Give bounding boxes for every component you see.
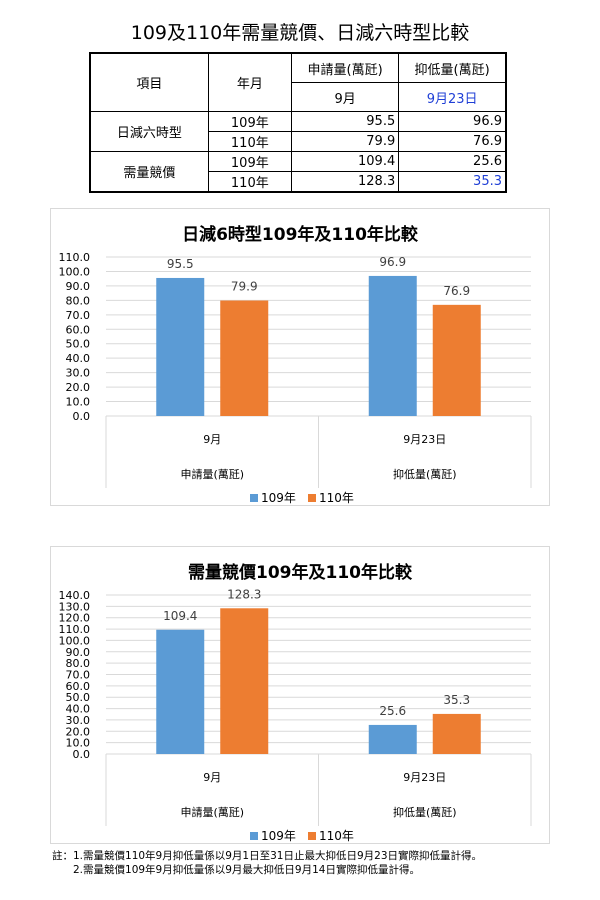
legend-swatch-109年 (250, 494, 258, 502)
chart-svg: 需量競價109年及110年比較 0.010.020.030.040.050.060… (59, 562, 532, 843)
row-suppress: 76.9 (398, 131, 507, 152)
data-label: 96.9 (379, 255, 406, 269)
y-tick-label: 10.0 (66, 737, 91, 750)
bar-109年-9月 (156, 629, 205, 754)
chart-title: 日減6時型109年及110年比較 (182, 224, 419, 245)
group-name: 需量競價 (89, 151, 209, 193)
y-tick-label: 110.0 (59, 623, 91, 636)
x-group-label: 申請量(萬瓩) (180, 805, 244, 819)
row-apply: 79.9 (290, 131, 400, 152)
x-category-label: 9月23日 (403, 433, 446, 446)
comparison-table: 項目 年月 申請量(萬瓩) 抑低量(萬瓩) 9月 9月23日 日減六時型 109… (89, 52, 507, 193)
chart-svg: 日減6時型109年及110年比較 0.010.0 20.030.0 40.050.0 6… (59, 224, 532, 505)
row-suppress: 25.6 (398, 151, 507, 172)
y-tick-label: 90.0 (66, 280, 91, 293)
bar-110年-9月23日 (432, 713, 481, 754)
footnote-line-2: 2.需量競價109年9月抑低量係以9月最大抑低日9月14日實際抑低量計得。 (52, 864, 420, 876)
x-category-label: 9月 (203, 433, 221, 446)
y-tick-label: 40.0 (66, 703, 91, 716)
data-label: 25.6 (379, 704, 406, 718)
table-row: 110年 128.3 35.3 (90, 171, 507, 193)
data-label: 76.9 (443, 284, 470, 298)
y-tick-label: 130.0 (59, 600, 91, 613)
y-tick-label: 140.0 (59, 589, 91, 602)
legend-label: 109年 (261, 829, 296, 843)
group-name: 日減六時型 (89, 111, 209, 152)
footnote: 註：1.需量競價110年9月抑低量係以9月1日至31日止最大抑低日9月23日實際… (52, 849, 482, 877)
data-label: 109.4 (163, 609, 197, 623)
footnote-line-1: 註：1.需量競價110年9月抑低量係以9月1日至31日止最大抑低日9月23日實際… (52, 850, 483, 862)
y-tick-label: 100.0 (59, 265, 91, 278)
row-year: 109年 (207, 111, 292, 132)
row-year: 110年 (207, 171, 292, 193)
y-tick-label: 50.0 (66, 338, 91, 351)
y-tick-label: 100.0 (59, 634, 91, 647)
y-tick-label: 30.0 (66, 714, 91, 727)
x-group-label: 申請量(萬瓩) (180, 467, 244, 481)
bar-110年-9月 (220, 608, 269, 754)
y-tick-label: 20.0 (66, 381, 91, 394)
y-tick-label: 80.0 (66, 657, 91, 670)
legend-swatch-110年 (308, 494, 316, 502)
x-category-label: 9月23日 (403, 771, 446, 784)
legend-swatch-110年 (308, 832, 316, 840)
bar-110年-9月23日 (432, 304, 481, 416)
chart-panel-daily-reduction: 日減6時型109年及110年比較 0.0 10.0 20.0 30.0 40.0 50.0 6… (50, 208, 550, 506)
data-label: 79.9 (231, 280, 258, 294)
y-tick-label: 90.0 (66, 646, 91, 659)
bar-109年-9月 (156, 277, 205, 416)
y-tick-label: 40.0 (66, 352, 91, 365)
y-tick-label: 20.0 (66, 725, 91, 738)
table-subheader-row: 9月 9月23日 (90, 82, 507, 112)
bar-110年-9月 (220, 300, 269, 416)
header-suppress-date: 9月23日 (398, 82, 507, 112)
y-tick-label: 70.0 (66, 669, 91, 682)
y-tick-label: 50.0 (66, 691, 91, 704)
header-apply-month: 9月 (290, 82, 400, 112)
x-category-label: 9月 (203, 771, 221, 784)
y-tick-label: 10.0 (66, 396, 91, 409)
x-group-label: 抑低量(萬瓩) (393, 467, 457, 481)
x-group-label: 抑低量(萬瓩) (393, 805, 457, 819)
header-suppress: 抑低量(萬瓩) (398, 52, 507, 83)
y-tick-label: 30.0 (66, 367, 91, 380)
data-label: 128.3 (227, 587, 261, 601)
data-label: 35.3 (443, 693, 470, 707)
y-tick-label: 0.0 (73, 748, 91, 761)
row-suppress: 35.3 (398, 171, 507, 193)
table-row: 日減六時型 109年 95.5 96.9 (89, 111, 507, 152)
y-tick-label: 80.0 (66, 294, 91, 307)
row-year: 110年 (207, 131, 292, 152)
header-item: 項目 (89, 52, 209, 112)
page-title: 109及110年需量競價、日減六時型比較 (130, 22, 470, 44)
chart-title: 需量競價109年及110年比較 (188, 562, 413, 583)
table-row: 需量競價 109年 109.4 25.6 (89, 151, 507, 193)
header-year: 年月 (207, 52, 292, 112)
y-tick-label: 0.0 (73, 410, 91, 423)
row-year: 109年 (207, 151, 292, 172)
y-tick-label: 120.0 (59, 612, 91, 625)
data-label: 95.5 (167, 257, 194, 271)
y-tick-label: 60.0 (66, 680, 91, 693)
table-header-row: 項目 年月 申請量(萬瓩) 抑低量(萬瓩) (89, 52, 507, 112)
legend-label: 110年 (319, 829, 354, 843)
row-apply: 109.4 (290, 151, 400, 172)
row-apply: 95.5 (290, 111, 400, 132)
legend-swatch-109年 (250, 832, 258, 840)
y-tick-label: 70.0 (66, 309, 91, 322)
legend-label: 110年 (319, 491, 354, 505)
y-tick-label: 60.0 (66, 323, 91, 336)
y-tick-label: 110.0 (59, 251, 91, 264)
legend-label: 109年 (261, 491, 296, 505)
bar-109年-9月23日 (368, 275, 417, 416)
header-apply: 申請量(萬瓩) (290, 52, 400, 83)
chart-panel-demand-bidding: 需量競價109年及110年比較 0.0 10.0 20.0 30.0 40.0 50.0 60… (50, 546, 550, 844)
row-apply: 128.3 (290, 171, 400, 193)
row-suppress: 96.9 (398, 111, 507, 132)
bar-109年-9月23日 (368, 724, 417, 754)
